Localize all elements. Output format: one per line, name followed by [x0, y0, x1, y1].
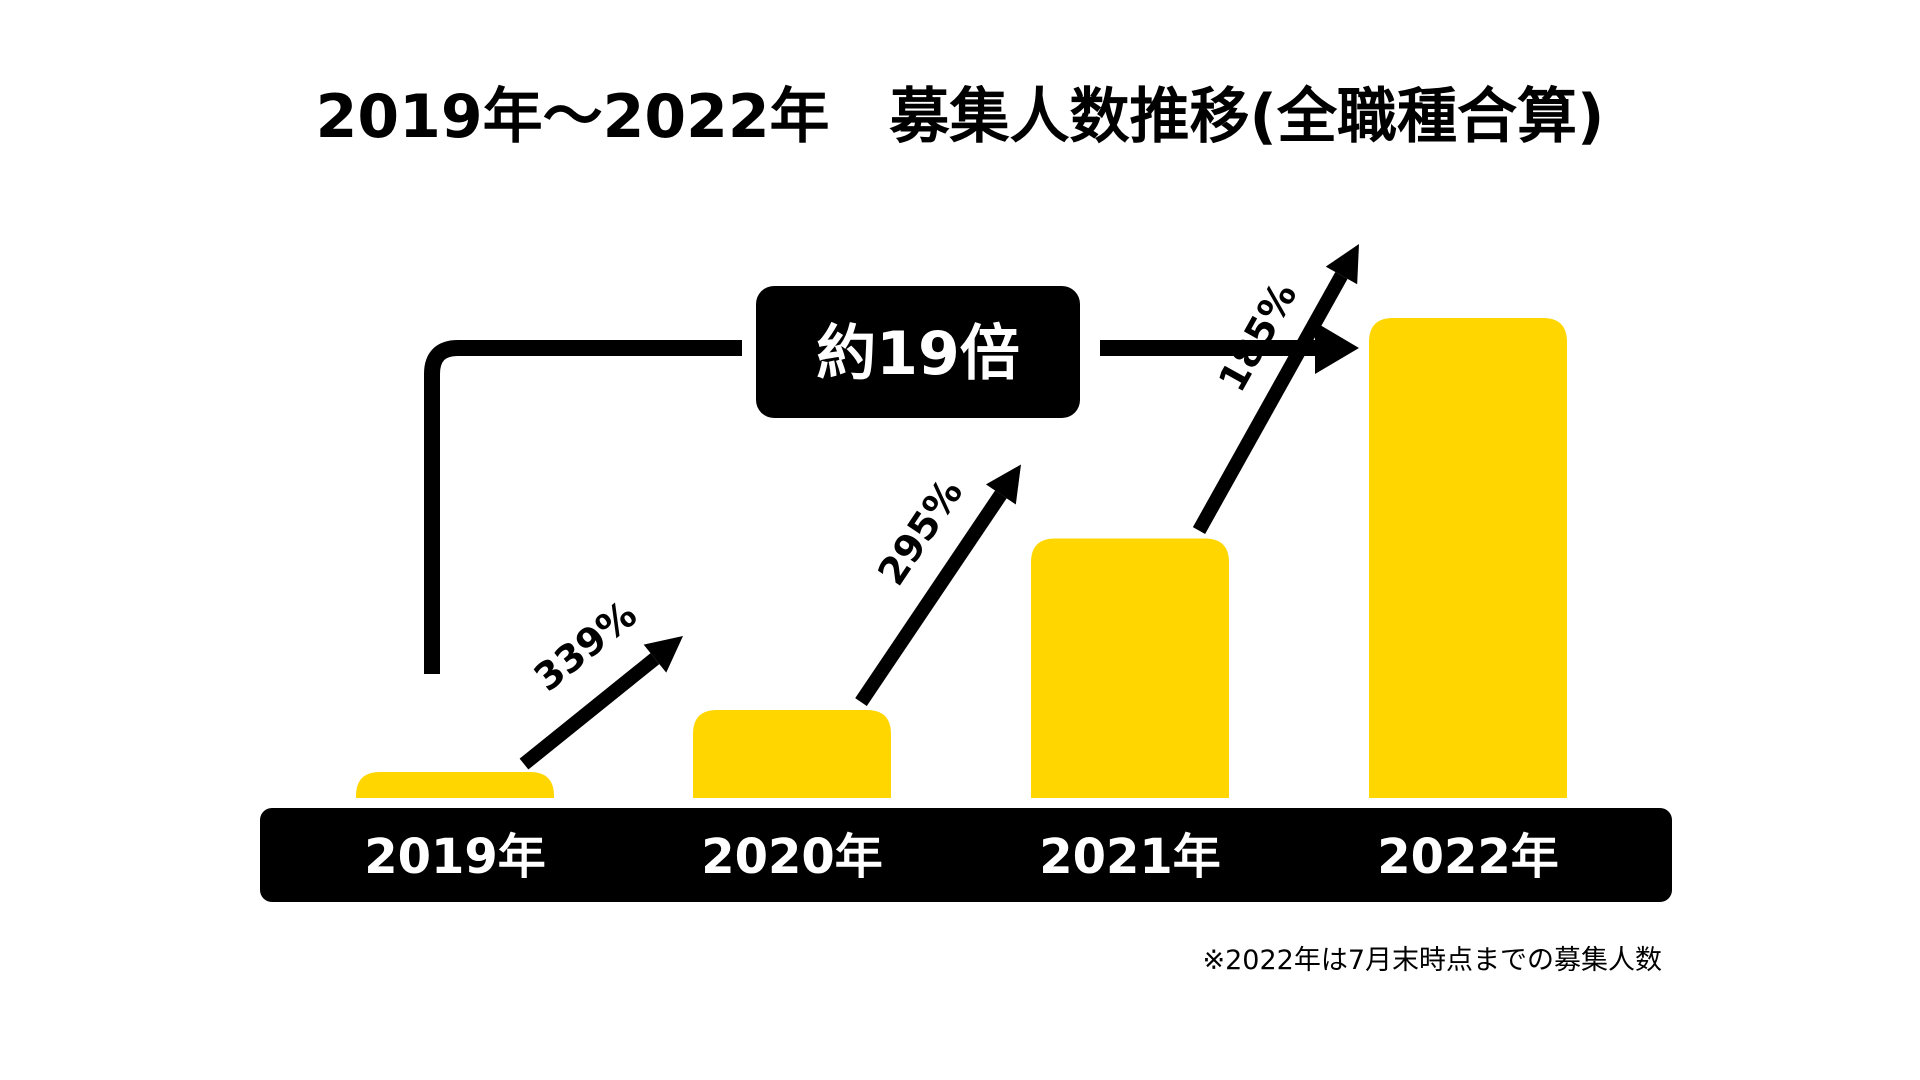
bars-layer [356, 318, 1567, 798]
bar-1 [693, 710, 891, 798]
overall-arrow-head [1315, 322, 1359, 374]
overall-growth-layer: 約19倍 [424, 276, 1359, 674]
overall-badge [756, 286, 1080, 418]
growth-arrow-1-shaft [855, 490, 1007, 706]
bar-0 [356, 772, 554, 798]
bar-3 [1369, 318, 1567, 798]
bar-2 [1031, 538, 1229, 798]
footnote: ※2022年は7月末時点までの募集人数 [1202, 945, 1662, 976]
growth-label-2: 185% [1210, 275, 1306, 399]
category-axis-band: 2019年 2020年 2021年 2022年 [260, 808, 1672, 902]
tick-label-1: 2020年 [701, 829, 883, 885]
growth-arrow-1 [855, 464, 1021, 706]
overall-connector [424, 340, 1319, 674]
tick-label-2: 2021年 [1039, 829, 1221, 885]
tick-label-0: 2019年 [364, 829, 546, 885]
tick-label-3: 2022年 [1377, 829, 1559, 885]
growth-arrow-2 [1192, 244, 1359, 534]
growth-arrow-1-head [985, 464, 1021, 505]
growth-label-1: 295% [869, 471, 971, 593]
category-band [260, 808, 1672, 902]
growth-arrow-0-shaft [519, 653, 660, 770]
growth-arrow-0 [519, 636, 683, 770]
growth-arrow-2-head [1325, 244, 1359, 285]
overall-badge-label: 約19倍 [816, 319, 1020, 389]
growth-arrow-2-shaft [1192, 272, 1348, 534]
growth-arrow-0-head [643, 636, 683, 673]
chart-title: 2019年〜2022年 募集人数推移(全職種合算) [315, 82, 1605, 152]
